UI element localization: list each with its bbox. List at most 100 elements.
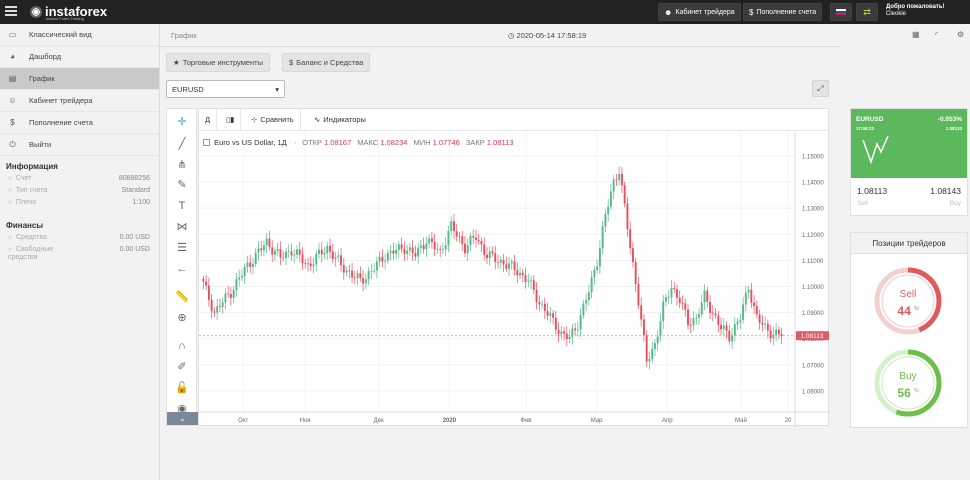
switch-account-icon[interactable]: ⇄ <box>856 3 878 21</box>
sidebar-item-classic-view[interactable]: ▭ Классический вид <box>0 24 159 46</box>
candle-body <box>574 328 577 331</box>
pencil-lock-icon[interactable]: ✐ <box>177 361 187 373</box>
magnet-icon[interactable]: ∩ <box>178 340 186 352</box>
candle-body <box>202 278 205 282</box>
ticker-card[interactable]: EURUSD -0.053% 17:58:23 1.08133 1.08113 … <box>850 108 968 216</box>
chart-plot[interactable]: 1.15000 1.14000 1.13000 1.12000 1.11000 1.100… <box>199 131 830 427</box>
calendar-icon[interactable]: ▦ <box>912 30 920 39</box>
pattern-icon[interactable]: ⋈ <box>176 221 188 233</box>
language-flag-icon[interactable] <box>830 3 852 21</box>
candle-body <box>659 321 662 337</box>
brand-logo[interactable]: instaforex Instant Forex Trading <box>30 3 107 21</box>
legend-close-label: ЗАКР <box>465 138 485 147</box>
legend-checkbox-icon[interactable] <box>203 139 210 146</box>
candle-body <box>736 321 739 325</box>
dollar-icon: $ <box>10 118 15 127</box>
time-axis: Окт Ноя Дек 2020 Фев Мар Апр Май 20 <box>238 417 792 424</box>
finance-row-free-funds: Свободные средства 0.00 USD <box>0 246 159 262</box>
candle-body <box>777 329 780 335</box>
indicators-button[interactable]: ∿ Индикаторы <box>308 109 372 130</box>
arrow-left-icon[interactable]: ← <box>176 263 188 275</box>
candle-body <box>676 289 678 298</box>
candle-body <box>510 261 513 264</box>
candle-body <box>725 325 728 331</box>
fibonacci-icon[interactable]: ☰ <box>177 242 187 254</box>
welcome-text: Добро пожаловать! <box>886 4 945 10</box>
sidebar-item-label: Классический вид <box>29 30 92 39</box>
rss-icon[interactable]: ◜ <box>935 30 939 39</box>
candle-body <box>441 249 444 251</box>
trader-cabinet-label: Кабинет трейдера <box>675 8 735 16</box>
pitchfork-icon[interactable]: ⋔ <box>177 159 187 171</box>
dashboard-icon: ◕ <box>10 52 15 61</box>
ticker-sell-price[interactable]: 1.08113 <box>857 186 888 196</box>
welcome-block[interactable]: Добро пожаловать! Cleokie <box>886 4 945 18</box>
sidebar-item-trader-cabinet[interactable]: ☺ Кабинет трейдера <box>0 90 159 112</box>
trend-line-icon[interactable]: ╱ <box>178 138 186 150</box>
eye-icon[interactable]: ◉ <box>177 403 187 415</box>
compare-icon: ⊹ <box>251 115 258 124</box>
sell-ring-icon <box>874 267 942 335</box>
chart-legend: Euro vs US Dollar, 1Д · ◦ ОТКР 1.08167 М… <box>203 138 513 147</box>
candle-body <box>378 256 381 262</box>
candle-body <box>673 287 676 290</box>
time-tick-label: Мар <box>591 418 603 424</box>
zoom-in-icon[interactable]: ⊕ <box>177 312 187 324</box>
sidebar-item-deposit[interactable]: $ Пополнение счета <box>0 112 159 134</box>
interval-button[interactable]: Д <box>199 109 218 130</box>
ticker-sell-label: Sell <box>857 200 868 207</box>
candle-body <box>287 251 290 253</box>
time-tick-label: Ноя <box>300 418 311 424</box>
candle-body <box>216 306 219 313</box>
trader-cabinet-button[interactable]: ☻ Кабинет трейдера <box>658 3 741 21</box>
crosshair-icon[interactable]: ✛ <box>177 116 187 128</box>
menu-toggle-icon[interactable] <box>5 6 17 17</box>
candle-body <box>579 315 582 330</box>
candle-body <box>667 296 670 298</box>
tab-balance[interactable]: $ Баланс и Средства <box>282 53 371 72</box>
chart-icon: ▤ <box>8 74 17 83</box>
chevron-down-icon: ▾ <box>275 84 279 94</box>
candle-body <box>665 297 667 302</box>
drawing-toolbar: ✛ ╱ ⋔ ✎ T ⋈ ☰ ← 📏 ⊕ ∩ ✐ 🔓 ◉ ⌄ <box>166 108 198 426</box>
text-tool-icon[interactable]: T <box>178 200 186 212</box>
candle-body <box>524 275 527 282</box>
price-tick-label: 1.07000 <box>802 363 824 369</box>
candle-body <box>618 173 621 180</box>
candle-body <box>491 251 494 254</box>
compare-button[interactable]: ⊹ Сравнить <box>245 109 301 130</box>
symbol-select[interactable]: EURUSD ▾ <box>166 80 285 98</box>
brush-icon[interactable]: ✎ <box>177 179 187 191</box>
expand-icon[interactable]: ⤢ <box>812 80 829 97</box>
sidebar-item-dashboard[interactable]: ◕ Дашборд <box>0 46 159 68</box>
legend-open-label: ОТКР <box>302 138 322 147</box>
chevron-down-icon[interactable]: ⌄ <box>167 412 198 425</box>
tab-trading-instruments[interactable]: ★ Торговые инструменты <box>166 53 271 72</box>
candle-type-icon[interactable]: ▯▮ <box>220 109 242 130</box>
info-section-title: Информация <box>6 162 58 171</box>
candle-body <box>411 247 414 254</box>
settings-icon[interactable]: ⚙ <box>957 30 965 39</box>
deposit-button[interactable]: $ Пополнение счета <box>743 3 823 21</box>
candle-body <box>766 323 769 331</box>
price-chart[interactable]: Д ▯▮ ⊹ Сравнить ∿ Индикаторы 1.15000 1.14… <box>198 108 830 427</box>
candle-body <box>340 255 343 266</box>
candle-body <box>475 237 477 240</box>
price-tick-label: 1.13000 <box>802 207 824 213</box>
ticker-buy-label: Buy <box>949 200 961 207</box>
candle-body <box>480 241 483 245</box>
ticker-prices: 1.08113 1.08143 Sell Buy <box>851 178 967 216</box>
indicators-label: Индикаторы <box>323 115 366 124</box>
sidebar-item-chart[interactable]: ▤ График <box>0 68 159 90</box>
lock-icon[interactable]: 🔓 <box>175 382 189 394</box>
price-tick-label: 1.10000 <box>802 285 824 291</box>
sidebar-item-logout[interactable]: ⏻ Выйти <box>0 134 159 156</box>
ruler-icon[interactable]: 📏 <box>175 291 189 303</box>
candle-body <box>367 271 370 280</box>
ticker-buy-price[interactable]: 1.08143 <box>930 186 961 196</box>
candle-body <box>249 262 252 267</box>
candle-body <box>700 302 703 315</box>
buy-ring-icon <box>874 349 942 417</box>
candle-body <box>381 256 384 262</box>
price-tick-label: 1.11000 <box>802 259 824 265</box>
